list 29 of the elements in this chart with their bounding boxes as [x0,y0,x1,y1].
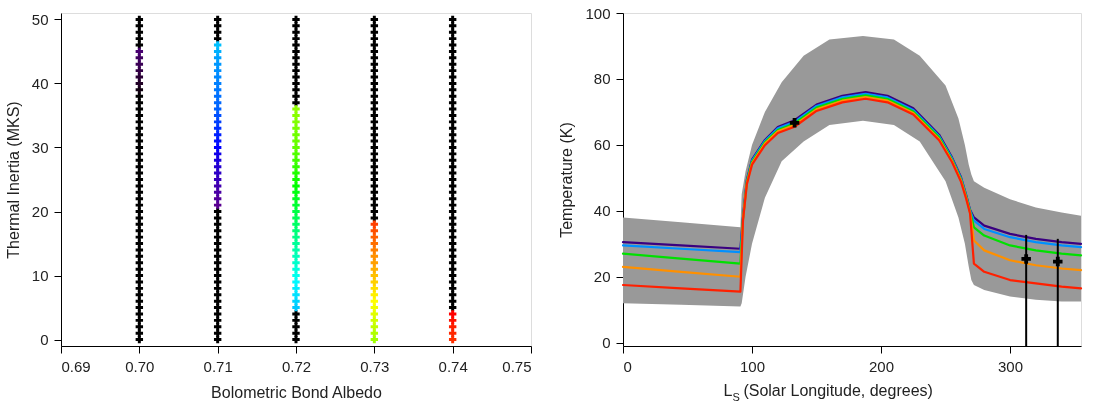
y-tick-label: 20 [31,203,49,221]
y-tick-label: 10 [31,267,49,285]
y-tick-label: 80 [593,70,611,88]
y-tick-label: 0 [602,334,611,352]
x-tick-label: 0.70 [125,357,155,375]
y-tick-label: 0 [40,331,49,349]
x-tick-label: 0.75 [502,357,532,375]
x-axis-title: Bolometric Bond Albedo [211,383,382,401]
y-tick-label: 60 [593,136,611,154]
point [1053,256,1063,267]
x-tick-label: 200 [869,357,895,375]
y-tick-label: 50 [31,10,49,28]
point [789,118,800,128]
x-tick-label: 0.71 [203,357,233,375]
y-tick-label: 20 [593,268,611,286]
y-tick-label: 30 [31,138,49,156]
x-tick-label: 0.69 [61,357,91,375]
point [1021,254,1031,264]
y-axis-title: Thermal Inertia (MKS) [4,101,22,259]
y-tick-label: 100 [585,4,611,22]
x-tick-label: 0.74 [438,357,468,375]
x-tick-label: 300 [998,357,1024,375]
y-axis-title: Temperature (K) [558,122,576,238]
y-tick-label: 40 [593,202,611,220]
y-tick-label: 40 [31,74,49,92]
x-tick-label: 0 [623,357,632,375]
x-tick-label: 0.73 [360,357,390,375]
x-tick-label: 100 [740,357,766,375]
x-tick-label: 0.72 [281,357,312,375]
